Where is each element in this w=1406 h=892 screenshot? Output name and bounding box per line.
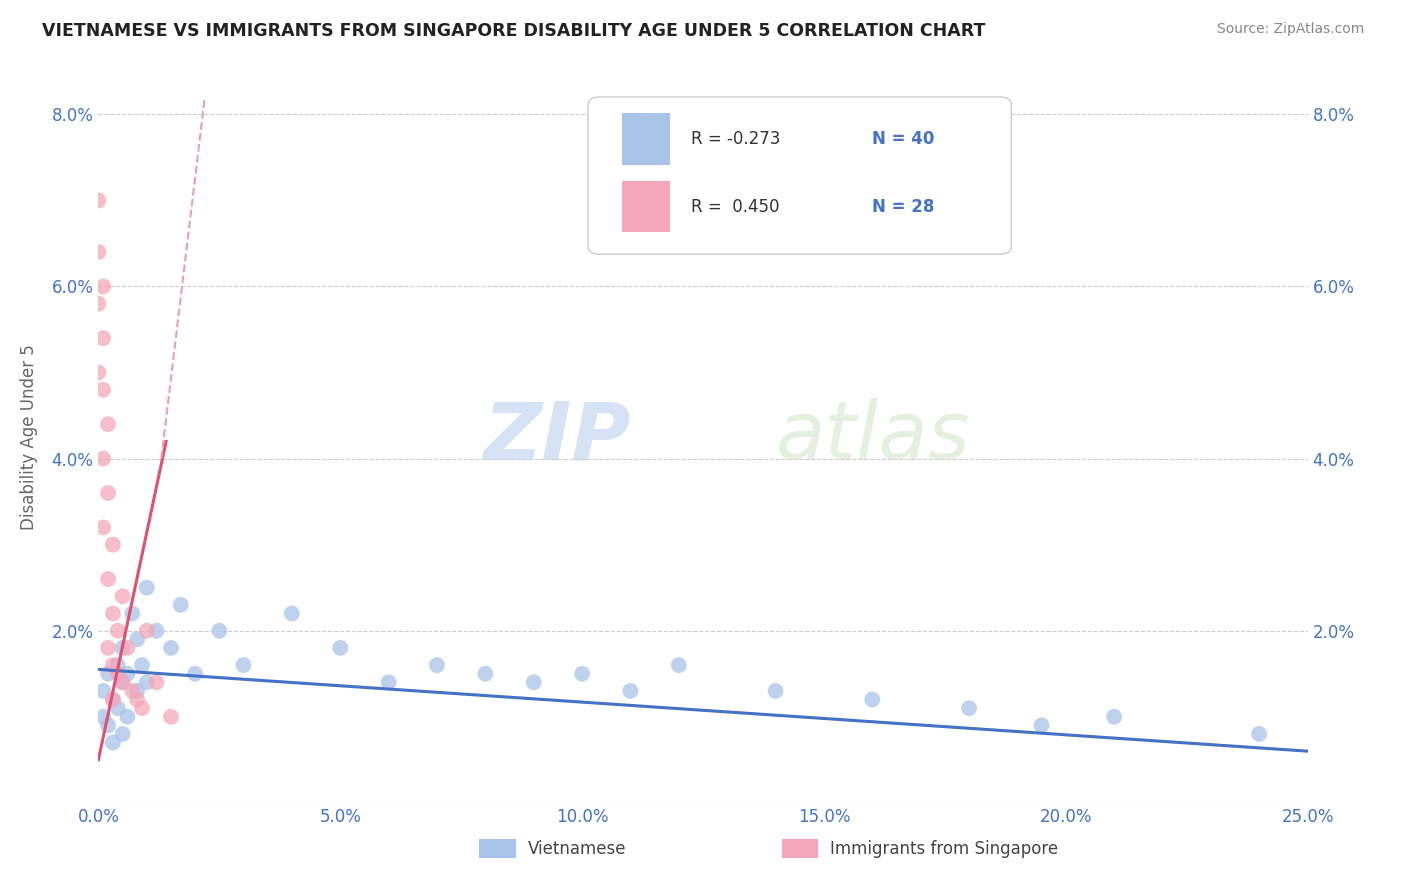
Point <box>160 640 183 655</box>
Point <box>101 658 124 673</box>
Point <box>91 684 114 698</box>
Point <box>91 451 114 466</box>
Point <box>111 640 134 655</box>
Point <box>135 581 157 595</box>
Text: Source: ZipAtlas.com: Source: ZipAtlas.com <box>1216 22 1364 37</box>
Point <box>127 684 149 698</box>
Point <box>1031 718 1053 732</box>
Text: N = 28: N = 28 <box>872 198 935 216</box>
Point <box>117 666 139 681</box>
Bar <box>479 839 516 858</box>
Point <box>145 675 167 690</box>
Text: Vietnamese: Vietnamese <box>527 840 626 858</box>
Point <box>97 666 120 681</box>
Point <box>87 366 110 380</box>
Point <box>160 710 183 724</box>
Point <box>135 624 157 638</box>
Point <box>97 486 120 500</box>
Point <box>765 684 787 698</box>
Point <box>121 607 143 621</box>
Point <box>169 598 191 612</box>
Point <box>97 572 120 586</box>
Point <box>91 279 114 293</box>
Point <box>97 640 120 655</box>
Point <box>117 710 139 724</box>
Point <box>97 718 120 732</box>
Point <box>91 383 114 397</box>
Point <box>111 675 134 690</box>
Point <box>111 727 134 741</box>
Point <box>1102 710 1125 724</box>
Point <box>91 520 114 534</box>
Point <box>377 675 399 690</box>
Point <box>668 658 690 673</box>
Point <box>87 296 110 310</box>
Point <box>91 331 114 345</box>
Point <box>232 658 254 673</box>
Point <box>474 666 496 681</box>
Point <box>111 675 134 690</box>
Point <box>127 632 149 647</box>
Point <box>101 538 124 552</box>
Point <box>101 607 124 621</box>
Point <box>101 692 124 706</box>
Point <box>184 666 207 681</box>
Point <box>97 417 120 432</box>
Text: atlas: atlas <box>776 398 970 476</box>
Point <box>131 658 153 673</box>
Point <box>87 245 110 260</box>
Point <box>107 658 129 673</box>
Point <box>523 675 546 690</box>
Point <box>426 658 449 673</box>
Text: R =  0.450: R = 0.450 <box>690 198 779 216</box>
Text: Immigrants from Singapore: Immigrants from Singapore <box>830 840 1059 858</box>
Bar <box>782 839 818 858</box>
Point <box>117 640 139 655</box>
Point <box>107 701 129 715</box>
Point <box>957 701 980 715</box>
Point <box>1249 727 1271 741</box>
Point <box>571 666 593 681</box>
Point <box>145 624 167 638</box>
Text: N = 40: N = 40 <box>872 130 935 148</box>
Point <box>135 675 157 690</box>
Point <box>329 640 352 655</box>
Point <box>87 194 110 208</box>
Point <box>619 684 641 698</box>
FancyBboxPatch shape <box>588 97 1011 254</box>
Bar <box>621 113 671 165</box>
Bar <box>621 181 671 232</box>
Point <box>131 701 153 715</box>
Text: R = -0.273: R = -0.273 <box>690 130 780 148</box>
Text: ZIP: ZIP <box>484 398 630 476</box>
Y-axis label: Disability Age Under 5: Disability Age Under 5 <box>20 344 38 530</box>
Point <box>111 589 134 603</box>
Point <box>281 607 304 621</box>
Point <box>107 624 129 638</box>
Point <box>860 692 883 706</box>
Point <box>101 692 124 706</box>
Point <box>127 692 149 706</box>
Point <box>107 666 129 681</box>
Point <box>101 735 124 749</box>
Point <box>121 684 143 698</box>
Point <box>91 710 114 724</box>
Point <box>208 624 231 638</box>
Text: VIETNAMESE VS IMMIGRANTS FROM SINGAPORE DISABILITY AGE UNDER 5 CORRELATION CHART: VIETNAMESE VS IMMIGRANTS FROM SINGAPORE … <box>42 22 986 40</box>
